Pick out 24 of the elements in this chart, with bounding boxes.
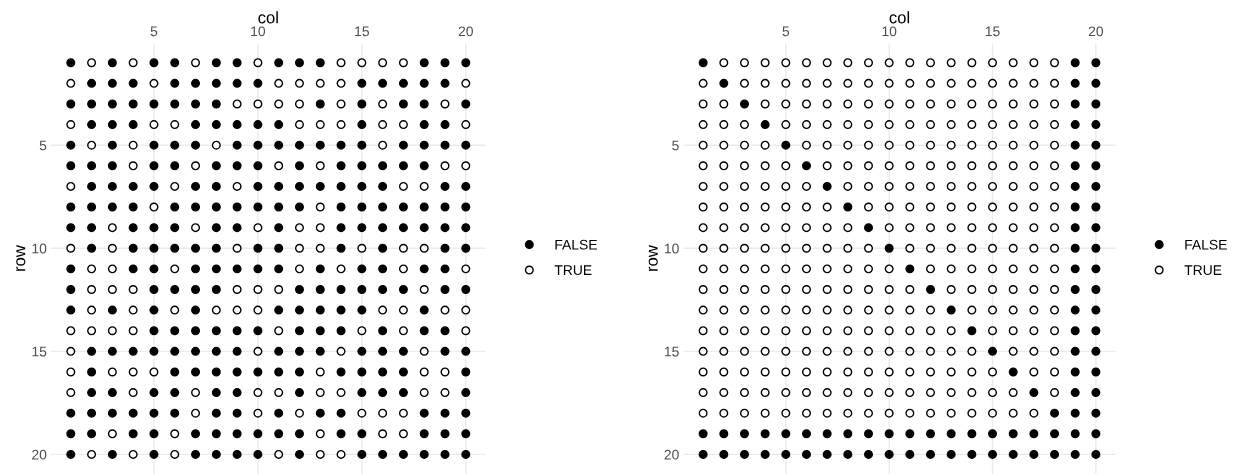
y-tick-label: 15 [664, 346, 679, 357]
legend-label: TRUE [1184, 265, 1222, 276]
y-tick-label: 10 [664, 243, 679, 254]
x-tick-label: 10 [882, 26, 897, 37]
x-tick-label: 15 [985, 26, 1000, 37]
x-tick-label: 5 [150, 26, 158, 37]
x-tick-label: 10 [251, 26, 266, 37]
y-axis-title: row [648, 245, 658, 271]
x-axis-title: col [258, 11, 278, 24]
legend-label: FALSE [1185, 239, 1227, 250]
y-tick-label: 5 [672, 140, 679, 151]
x-axis-title: col [889, 11, 910, 24]
legend-label: FALSE [555, 239, 597, 250]
x-tick-label: 5 [782, 26, 790, 37]
y-tick-label: 20 [664, 449, 679, 460]
x-tick-label: 20 [458, 26, 473, 37]
y-tick-label: 10 [32, 243, 47, 254]
y-tick-label: 5 [39, 140, 47, 151]
legend-label: TRUE [554, 265, 592, 276]
x-tick-label: 15 [355, 26, 369, 37]
x-tick-label: 20 [1088, 26, 1104, 37]
y-tick-label: 20 [32, 449, 47, 460]
y-tick-label: 15 [32, 346, 47, 357]
y-axis-title: row [16, 245, 26, 271]
